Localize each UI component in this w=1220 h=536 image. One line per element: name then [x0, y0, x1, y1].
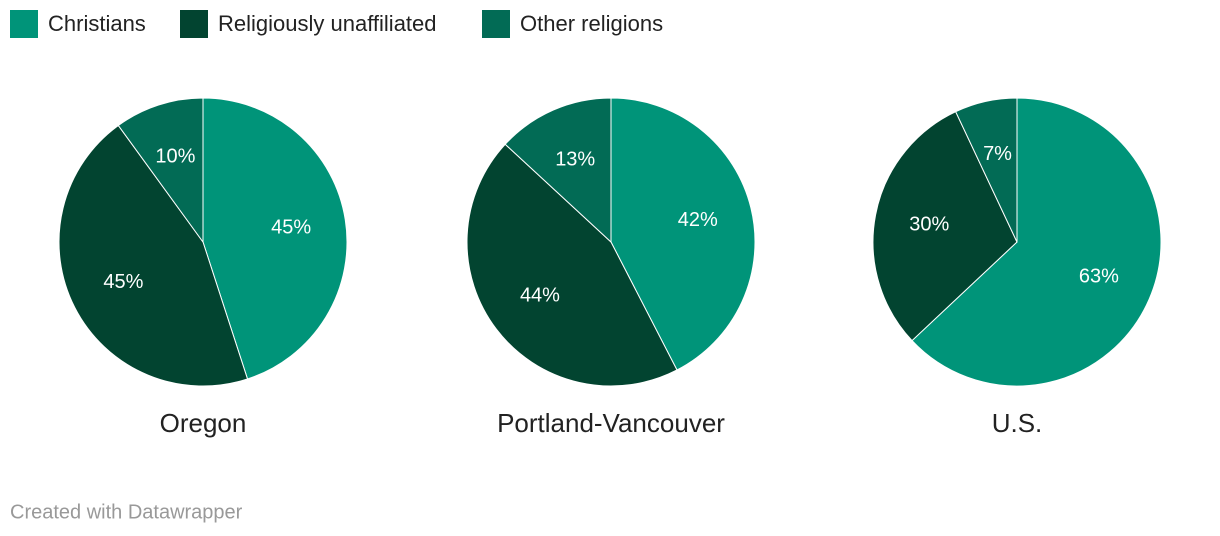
- value-label: 45%: [271, 216, 311, 238]
- pie-slice: [58, 124, 249, 387]
- value-label: 13%: [555, 148, 595, 170]
- pie-title: U.S.: [992, 408, 1043, 438]
- legend-label: Other religions: [520, 11, 663, 36]
- value-label: 42%: [678, 209, 718, 231]
- pie-title: Oregon: [160, 408, 247, 438]
- value-label: 30%: [909, 214, 949, 236]
- legend-swatch: [180, 10, 208, 38]
- pie-slice: [466, 143, 678, 387]
- value-label: 45%: [103, 271, 143, 293]
- pie-title: Portland-Vancouver: [497, 408, 725, 438]
- legend-label: Religiously unaffiliated: [218, 11, 437, 36]
- credit: Created with Datawrapper: [10, 501, 243, 523]
- legend-swatch: [10, 10, 38, 38]
- legend-swatch: [482, 10, 510, 38]
- legend-label: Christians: [48, 11, 146, 36]
- value-label: 7%: [983, 143, 1012, 165]
- pie-slice: [610, 97, 756, 371]
- value-label: 10%: [155, 145, 195, 167]
- pie-slice: [504, 97, 612, 244]
- pie-slice: [202, 97, 348, 380]
- value-label: 44%: [520, 284, 560, 306]
- pie-slice: [117, 97, 204, 244]
- pie-slice: [911, 97, 1162, 387]
- pie-slice: [955, 97, 1018, 243]
- value-label: 63%: [1079, 266, 1119, 288]
- pie-slice: [872, 111, 1018, 342]
